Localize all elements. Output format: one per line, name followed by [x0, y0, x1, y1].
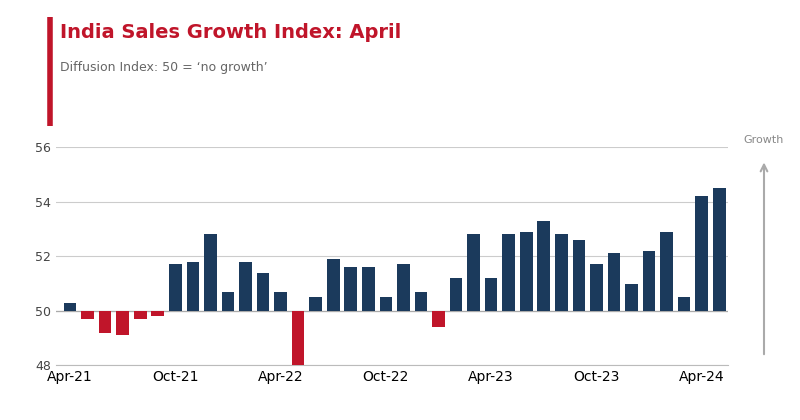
Bar	[555, 234, 568, 311]
Bar	[642, 251, 655, 311]
Bar	[204, 234, 217, 311]
Bar	[414, 292, 427, 311]
Bar	[345, 267, 357, 311]
Bar	[678, 297, 690, 311]
Bar	[713, 188, 726, 311]
Text: Diffusion Index: 50 = ‘no growth’: Diffusion Index: 50 = ‘no growth’	[60, 61, 268, 74]
Bar	[64, 303, 76, 311]
Bar	[116, 311, 129, 336]
Bar	[432, 311, 445, 327]
Bar	[310, 297, 322, 311]
Bar	[292, 311, 305, 371]
Text: India Sales Growth Index: April: India Sales Growth Index: April	[60, 23, 402, 42]
Bar	[327, 259, 339, 311]
Bar	[625, 284, 638, 311]
Bar	[660, 232, 673, 311]
Bar	[608, 254, 620, 311]
Bar	[274, 292, 287, 311]
Bar	[222, 292, 234, 311]
Bar	[99, 311, 111, 333]
Bar	[134, 311, 146, 319]
Bar	[573, 240, 585, 311]
Bar	[538, 221, 550, 311]
Bar	[695, 196, 708, 311]
Bar	[485, 278, 498, 311]
Bar	[397, 265, 410, 311]
Bar	[257, 273, 270, 311]
Bar	[450, 278, 462, 311]
Bar	[520, 232, 533, 311]
Bar	[169, 265, 182, 311]
Bar	[239, 262, 252, 311]
Bar	[82, 311, 94, 319]
Bar	[151, 311, 164, 316]
Text: Growth: Growth	[744, 135, 784, 145]
Bar	[379, 297, 392, 311]
Bar	[362, 267, 374, 311]
Bar	[186, 262, 199, 311]
Bar	[502, 234, 515, 311]
Bar	[590, 265, 602, 311]
Bar	[467, 234, 480, 311]
